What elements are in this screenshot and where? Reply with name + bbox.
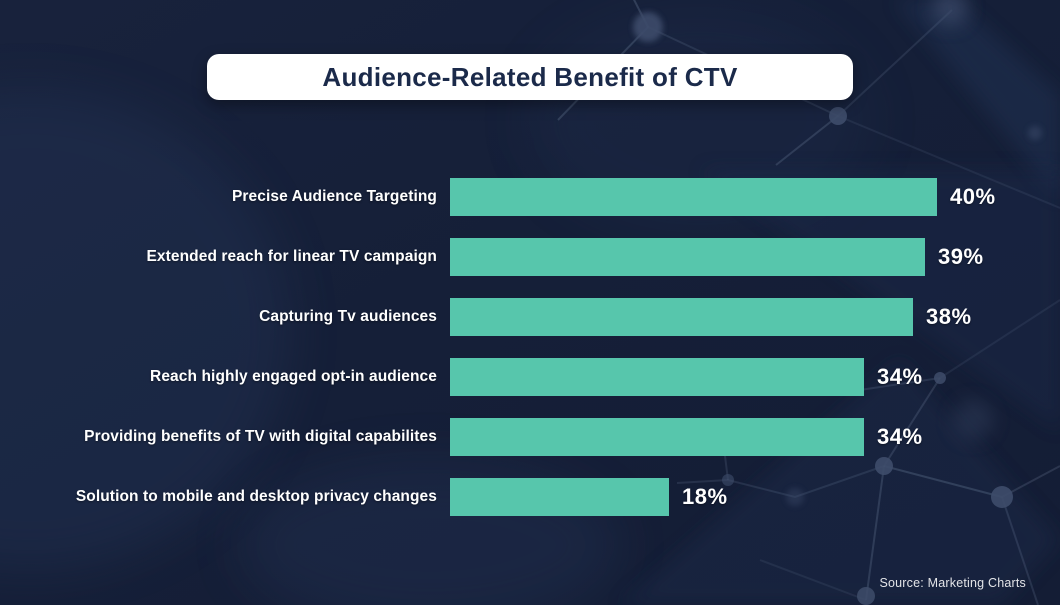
- bar-category-label: Providing benefits of TV with digital ca…: [84, 428, 437, 445]
- bar-category-label: Precise Audience Targeting: [231, 188, 437, 205]
- bar-row: Capturing Tv audiences 38%: [0, 287, 1060, 347]
- bar-row: Solution to mobile and desktop privacy c…: [0, 467, 1060, 527]
- bar-row: Reach highly engaged opt-in audience 34%: [0, 347, 1060, 407]
- bar-value-label: 34%: [877, 364, 923, 389]
- bar: [450, 418, 864, 456]
- source-credit: Source: Marketing Charts: [879, 576, 1026, 590]
- bar-value-label: 18%: [682, 484, 728, 509]
- bar-row: Extended reach for linear TV campaign 39…: [0, 227, 1060, 287]
- bar: [450, 298, 913, 336]
- bar-category-label: Capturing Tv audiences: [259, 308, 437, 325]
- bar-row: Providing benefits of TV with digital ca…: [0, 407, 1060, 467]
- bar-category-label: Extended reach for linear TV campaign: [146, 248, 437, 265]
- bar-value-label: 34%: [877, 424, 923, 449]
- bar: [450, 178, 937, 216]
- bar-row: Precise Audience Targeting 40%: [0, 167, 1060, 227]
- bar-category-label: Solution to mobile and desktop privacy c…: [75, 488, 437, 505]
- network-nodes: [633, 0, 1042, 605]
- bar-value-label: 39%: [938, 244, 984, 269]
- bar-value-label: 38%: [926, 304, 972, 329]
- bar: [450, 238, 925, 276]
- bar-chart: Precise Audience Targeting 40% Extended …: [0, 167, 1060, 527]
- chart-title: Audience-Related Benefit of CTV: [322, 61, 738, 92]
- bar: [450, 358, 864, 396]
- bar: [450, 478, 669, 516]
- bar-category-label: Reach highly engaged opt-in audience: [150, 368, 437, 385]
- bar-value-label: 40%: [950, 184, 996, 209]
- chart-title-banner: Audience-Related Benefit of CTV: [207, 54, 853, 100]
